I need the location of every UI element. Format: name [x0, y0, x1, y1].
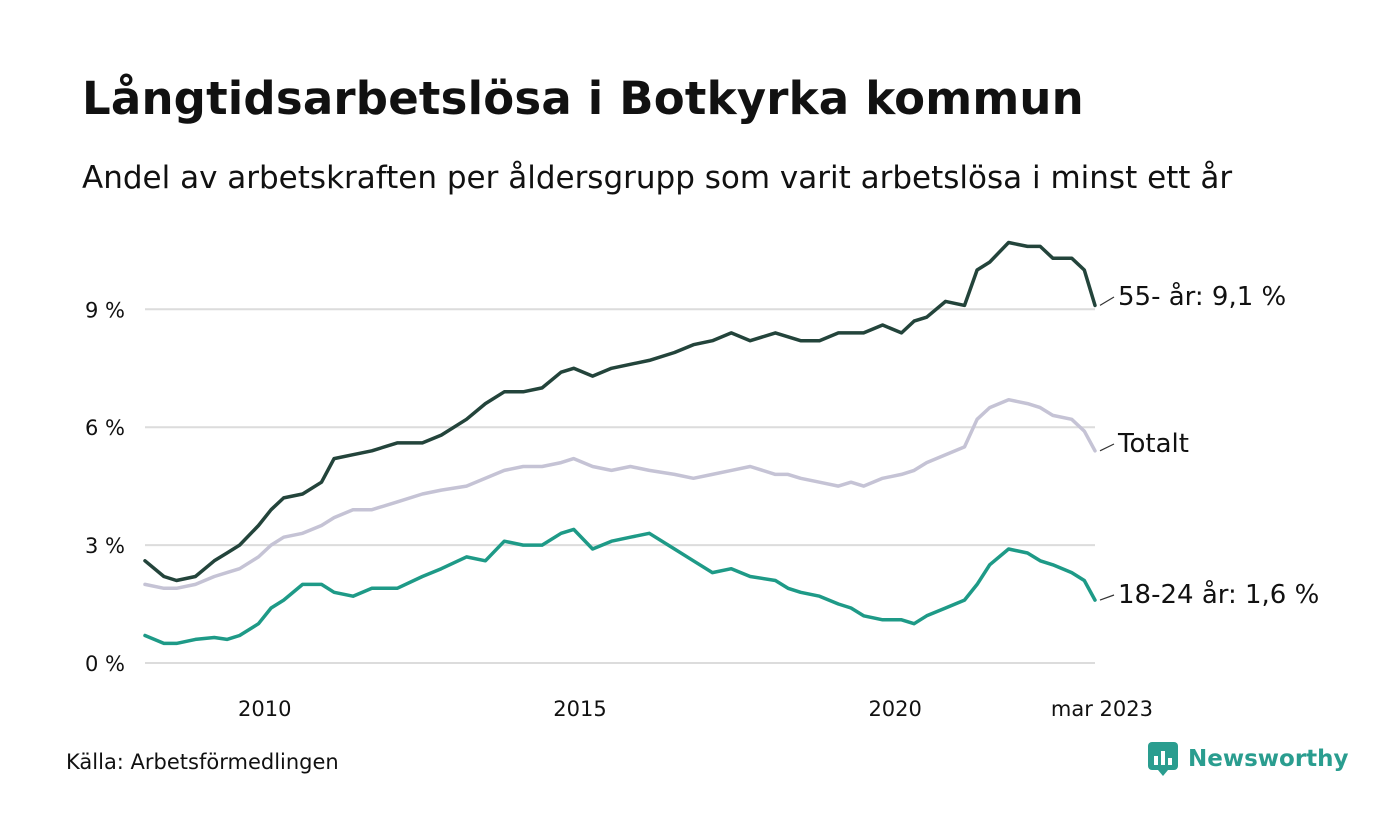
x-tick-label: 2015	[553, 697, 606, 721]
source-note: Källa: Arbetsförmedlingen	[66, 750, 339, 774]
label-connector	[1099, 443, 1115, 452]
series-line	[143, 240, 1097, 583]
newsworthy-logo-icon	[1148, 742, 1178, 776]
series-end-labels: 55- år: 9,1 % Totalt 18-24 år: 1,6 %	[1099, 281, 1319, 610]
label-connector	[1099, 594, 1115, 601]
chart-subtitle: Andel av arbetskraften per åldersgrupp s…	[82, 160, 1233, 196]
x-tick-label: mar 2023	[1051, 697, 1153, 721]
chart-title: Långtidsarbetslösa i Botkyrka kommun	[82, 72, 1084, 125]
brand-name: Newsworthy	[1188, 746, 1349, 772]
x-tick-label: 2010	[238, 697, 291, 721]
x-axis: 2010 2015 2020 mar 2023	[238, 697, 1153, 721]
series-end-label: 55- år: 9,1 %	[1118, 281, 1286, 312]
series-end-label: 18-24 år: 1,6 %	[1118, 579, 1319, 610]
series-lines	[143, 240, 1097, 646]
y-axis: 0 % 3 % 6 % 9 %	[85, 298, 125, 676]
series-line	[143, 397, 1097, 591]
series-end-label: Totalt	[1117, 429, 1189, 459]
line-chart: 0 % 3 % 6 % 9 % 2010 2015 2020 mar 2023 55- år…	[85, 240, 1319, 721]
y-tick-label: 6 %	[85, 416, 125, 440]
y-tick-label: 3 %	[85, 534, 125, 558]
grid-lines	[145, 308, 1095, 664]
y-tick-label: 9 %	[85, 298, 125, 322]
label-connector	[1099, 296, 1115, 306]
y-tick-label: 0 %	[85, 652, 125, 676]
series-line	[143, 527, 1097, 646]
x-tick-label: 2020	[868, 697, 921, 721]
brand-logo[interactable]: Newsworthy	[1148, 742, 1349, 776]
